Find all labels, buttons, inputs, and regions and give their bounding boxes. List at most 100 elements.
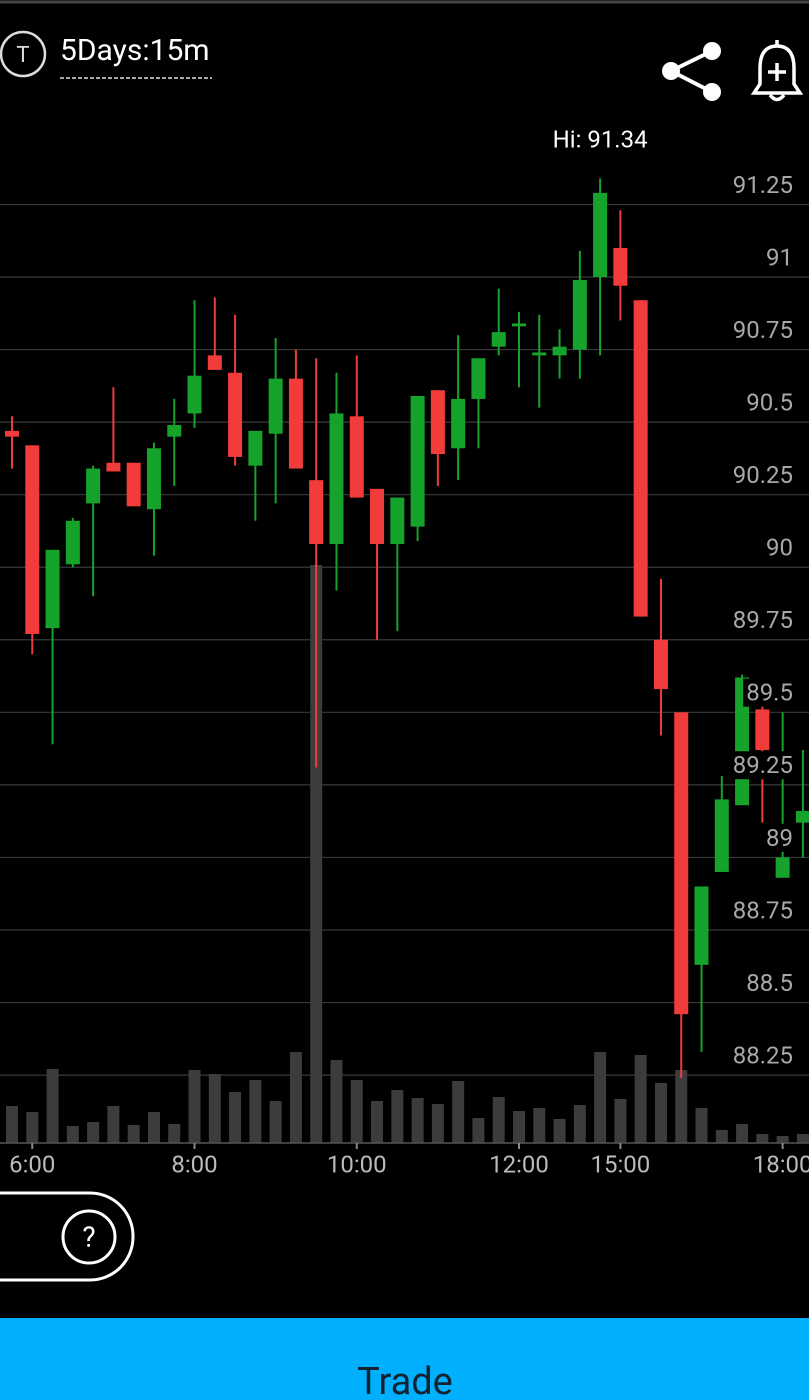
bell-clapper — [768, 93, 786, 102]
candle-body — [795, 811, 809, 823]
candle-body — [106, 462, 121, 472]
share-dot — [662, 62, 680, 80]
timeframe[interactable]: 5Days:15m — [60, 33, 210, 68]
chart: 6:00 8:00 10:00 12:00 15:00 18:00 91.25 91 90.75… — [0, 126, 809, 1178]
high-annotation: Hi: 91.34 — [553, 126, 648, 154]
help-control[interactable]: ? — [0, 1191, 135, 1282]
volume-bar — [452, 1081, 465, 1143]
ticker-icon[interactable]: T — [0, 30, 47, 78]
candle-body — [572, 279, 587, 350]
y-tick-label: 90.25 — [733, 461, 793, 489]
volume-bar — [411, 1098, 424, 1143]
volume-bar — [269, 1101, 282, 1143]
bell-outline — [750, 44, 804, 95]
candle-body — [451, 398, 466, 449]
trade-button[interactable]: Trade — [0, 1318, 809, 1400]
y-tick-label: 90.75 — [733, 316, 793, 344]
volume-bar — [391, 1090, 404, 1143]
candle-body — [714, 799, 729, 872]
candle-body — [5, 430, 19, 437]
candle-body — [329, 413, 344, 545]
y-tick-label: 88.75 — [733, 896, 793, 924]
candle-body — [25, 445, 40, 634]
candle-body — [126, 462, 141, 507]
volume-bar — [87, 1122, 100, 1143]
volume-bar — [127, 1125, 140, 1143]
y-tick-label: 89 — [766, 824, 793, 852]
volume-bar — [310, 565, 323, 1143]
volume-bar — [208, 1074, 221, 1143]
y-tick-label-bg — [729, 461, 796, 490]
y-tick-label: 91.25 — [733, 171, 793, 199]
candle-body — [613, 248, 628, 286]
candle-body — [755, 709, 770, 751]
volume-bar — [46, 1069, 59, 1143]
candle-body — [775, 857, 790, 878]
trade-button-text: Trade — [357, 1360, 453, 1400]
volume-bar — [634, 1055, 647, 1143]
y-tick-label: 88.25 — [733, 1041, 793, 1069]
volume-bar — [614, 1099, 627, 1143]
y-tick-label-bg — [743, 678, 796, 707]
candle-body — [86, 468, 101, 504]
candle-body — [674, 712, 689, 1015]
volume-bar — [107, 1106, 120, 1143]
volume-bar — [147, 1112, 160, 1143]
help-circle — [61, 1209, 117, 1265]
y-tick-label-bg — [729, 606, 796, 635]
y-tick-label-bg — [729, 751, 796, 780]
y-tick-label-bg — [743, 968, 796, 997]
candle-body — [390, 497, 405, 545]
help-text: ? — [82, 1220, 95, 1253]
volume-bar — [695, 1108, 708, 1143]
volume-bar — [168, 1124, 181, 1143]
x-tick-label: 15:00 — [591, 1150, 651, 1178]
candle-body — [471, 358, 486, 399]
candle-body — [309, 480, 324, 545]
y-tick-label: 91 — [766, 243, 793, 271]
ticker-icon-text: T — [16, 43, 29, 68]
candle-body — [146, 448, 161, 510]
x-tick-label: 10:00 — [327, 1150, 387, 1178]
candle-body — [167, 425, 182, 437]
y-tick-label-bg — [729, 896, 796, 925]
y-tick-label: 89.5 — [746, 679, 793, 707]
y-tick-label-bg — [763, 533, 796, 562]
volume-bar — [350, 1080, 363, 1143]
y-tick-label-bg — [763, 243, 796, 272]
trade-button-bg — [0, 1318, 809, 1400]
y-tick-label: 89.25 — [733, 751, 793, 779]
alert-icon[interactable] — [750, 40, 804, 102]
candle-body — [207, 355, 222, 370]
volume-bar — [431, 1104, 444, 1143]
x-tick-label: 12:00 — [489, 1150, 549, 1178]
volume-bar — [736, 1124, 749, 1143]
volume-bar — [249, 1080, 262, 1143]
volume-bar — [553, 1119, 566, 1143]
candle-body — [228, 372, 243, 457]
volume-bar — [371, 1101, 384, 1143]
y-tick-label: 88.5 — [746, 969, 793, 997]
x-tick-label: 18:00 — [753, 1150, 809, 1178]
share-icon[interactable] — [662, 42, 721, 101]
candle-body — [370, 488, 385, 545]
share-dot — [703, 83, 721, 101]
volume-bar — [715, 1130, 728, 1143]
volume-bar — [675, 1070, 688, 1143]
candle-body — [65, 520, 80, 565]
y-tick-label-bg — [763, 823, 796, 852]
volume-bar — [188, 1070, 201, 1143]
candle-body — [45, 549, 60, 629]
candle-body — [552, 346, 567, 356]
volume-bar — [776, 1136, 789, 1143]
candle-body — [288, 378, 303, 469]
candle-body — [694, 886, 709, 965]
volume-bar — [229, 1092, 242, 1143]
help-pill — [0, 1191, 135, 1282]
volume-bar — [654, 1083, 667, 1143]
volume-bar — [66, 1126, 79, 1143]
volume-bar — [289, 1052, 302, 1143]
ticker-icon-circle — [0, 30, 47, 78]
